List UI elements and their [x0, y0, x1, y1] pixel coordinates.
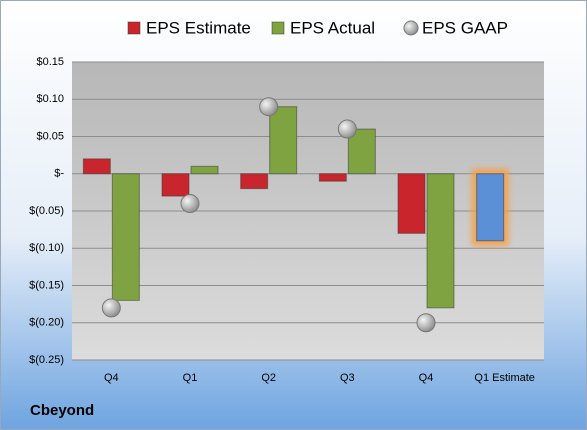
- company-label: Cbeyond: [30, 402, 94, 419]
- y-tick-label: $0.05: [36, 130, 64, 142]
- y-tick-label: $(0.25): [29, 354, 64, 366]
- gaap-marker: [101, 298, 121, 318]
- bar: [190, 165, 219, 175]
- gaap-marker: [259, 97, 279, 117]
- y-tick-label: $-: [54, 168, 64, 180]
- x-tick-label: Q1 Estimate: [474, 372, 535, 384]
- bar: [111, 173, 140, 301]
- bar: [397, 173, 426, 234]
- x-tick-label: Q3: [340, 372, 355, 384]
- gaap-marker: [180, 194, 200, 214]
- x-tick-label: Q1: [183, 372, 198, 384]
- bar: [269, 106, 298, 175]
- bar: [161, 173, 190, 197]
- bar: [426, 173, 455, 309]
- y-tick-label: $(0.05): [29, 205, 64, 217]
- bar: [240, 173, 269, 190]
- y-tick-label: $(0.15): [29, 279, 64, 291]
- bar: [318, 173, 347, 182]
- x-tick-label: Q2: [261, 372, 276, 384]
- legend-label: EPS Actual: [290, 18, 375, 37]
- y-tick-label: $0.10: [36, 93, 64, 105]
- gaap-marker: [416, 313, 436, 333]
- bar: [82, 158, 111, 175]
- bar: [476, 173, 505, 242]
- legend-marker: [271, 21, 285, 35]
- legend-marker: [127, 21, 141, 35]
- y-tick-label: $0.15: [36, 56, 64, 68]
- x-tick-label: Q4: [104, 372, 119, 384]
- legend-marker: [403, 20, 419, 36]
- x-tick-label: Q4: [419, 372, 434, 384]
- legend-label: EPS Estimate: [146, 18, 251, 37]
- y-tick-label: $(0.20): [29, 317, 64, 329]
- gaap-marker: [337, 119, 357, 139]
- y-tick-label: $(0.10): [29, 242, 64, 254]
- legend-label: EPS GAAP: [422, 18, 508, 37]
- legend: EPS Estimate EPS Actual EPS GAAP: [127, 18, 508, 37]
